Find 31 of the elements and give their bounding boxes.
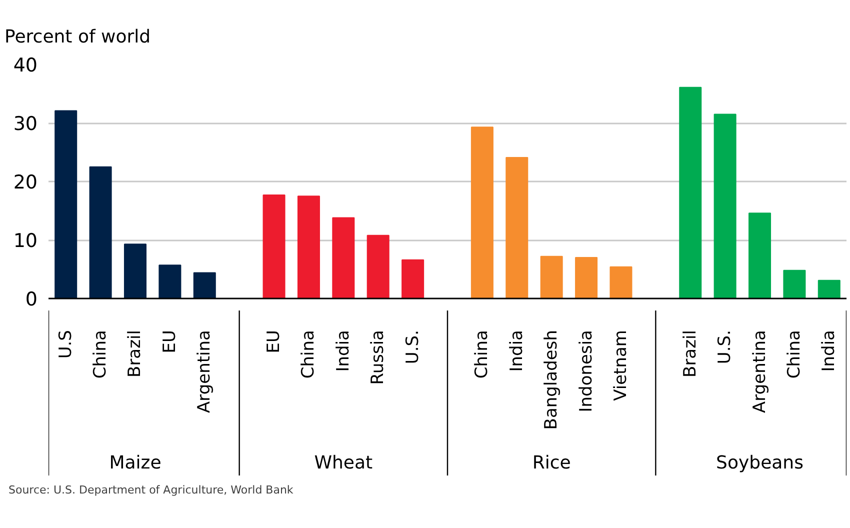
x-tick-label: Vietnam bbox=[610, 330, 631, 401]
x-tick-label: Brazil bbox=[680, 330, 700, 378]
x-tick-label: China bbox=[472, 330, 492, 379]
y-tick-label: 10 bbox=[13, 230, 38, 252]
x-tick-label: India bbox=[506, 330, 527, 372]
source-note: Source: U.S. Department of Agriculture, World Bank bbox=[8, 484, 294, 496]
x-tick-label: EU bbox=[264, 330, 284, 354]
x-tick-label: China bbox=[298, 330, 319, 379]
text: Wheat bbox=[314, 452, 373, 474]
x-tick-label: China bbox=[90, 330, 111, 379]
text: Maize bbox=[109, 452, 162, 474]
x-tick-label: EU bbox=[160, 330, 180, 354]
x-tick-label: U.S. bbox=[715, 330, 736, 364]
y-tick-label: 40 bbox=[13, 54, 38, 76]
text: Soybeans bbox=[716, 452, 804, 474]
x-tick-label: India bbox=[333, 330, 354, 372]
y-axis-title: Percent of world bbox=[4, 26, 151, 48]
x-tick-label: China bbox=[784, 330, 804, 379]
y-tick-label: 20 bbox=[13, 172, 38, 194]
x-tick-label: Argentina bbox=[750, 330, 770, 413]
text: Rice bbox=[532, 452, 571, 474]
x-tick-label: Bangladesh bbox=[542, 330, 562, 430]
x-tick-label: Indonesia bbox=[576, 330, 596, 412]
x-tick-label: U.S. bbox=[402, 330, 423, 364]
x-tick-label: U.S bbox=[56, 330, 76, 359]
y-tick-label: 30 bbox=[13, 113, 38, 135]
x-tick-label: Russia bbox=[368, 330, 388, 385]
y-tick-label: 0 bbox=[25, 288, 38, 310]
x-tick-label: Brazil bbox=[125, 330, 146, 378]
x-tick-label: Argentina bbox=[194, 330, 215, 413]
x-tick-label: India bbox=[819, 330, 840, 372]
